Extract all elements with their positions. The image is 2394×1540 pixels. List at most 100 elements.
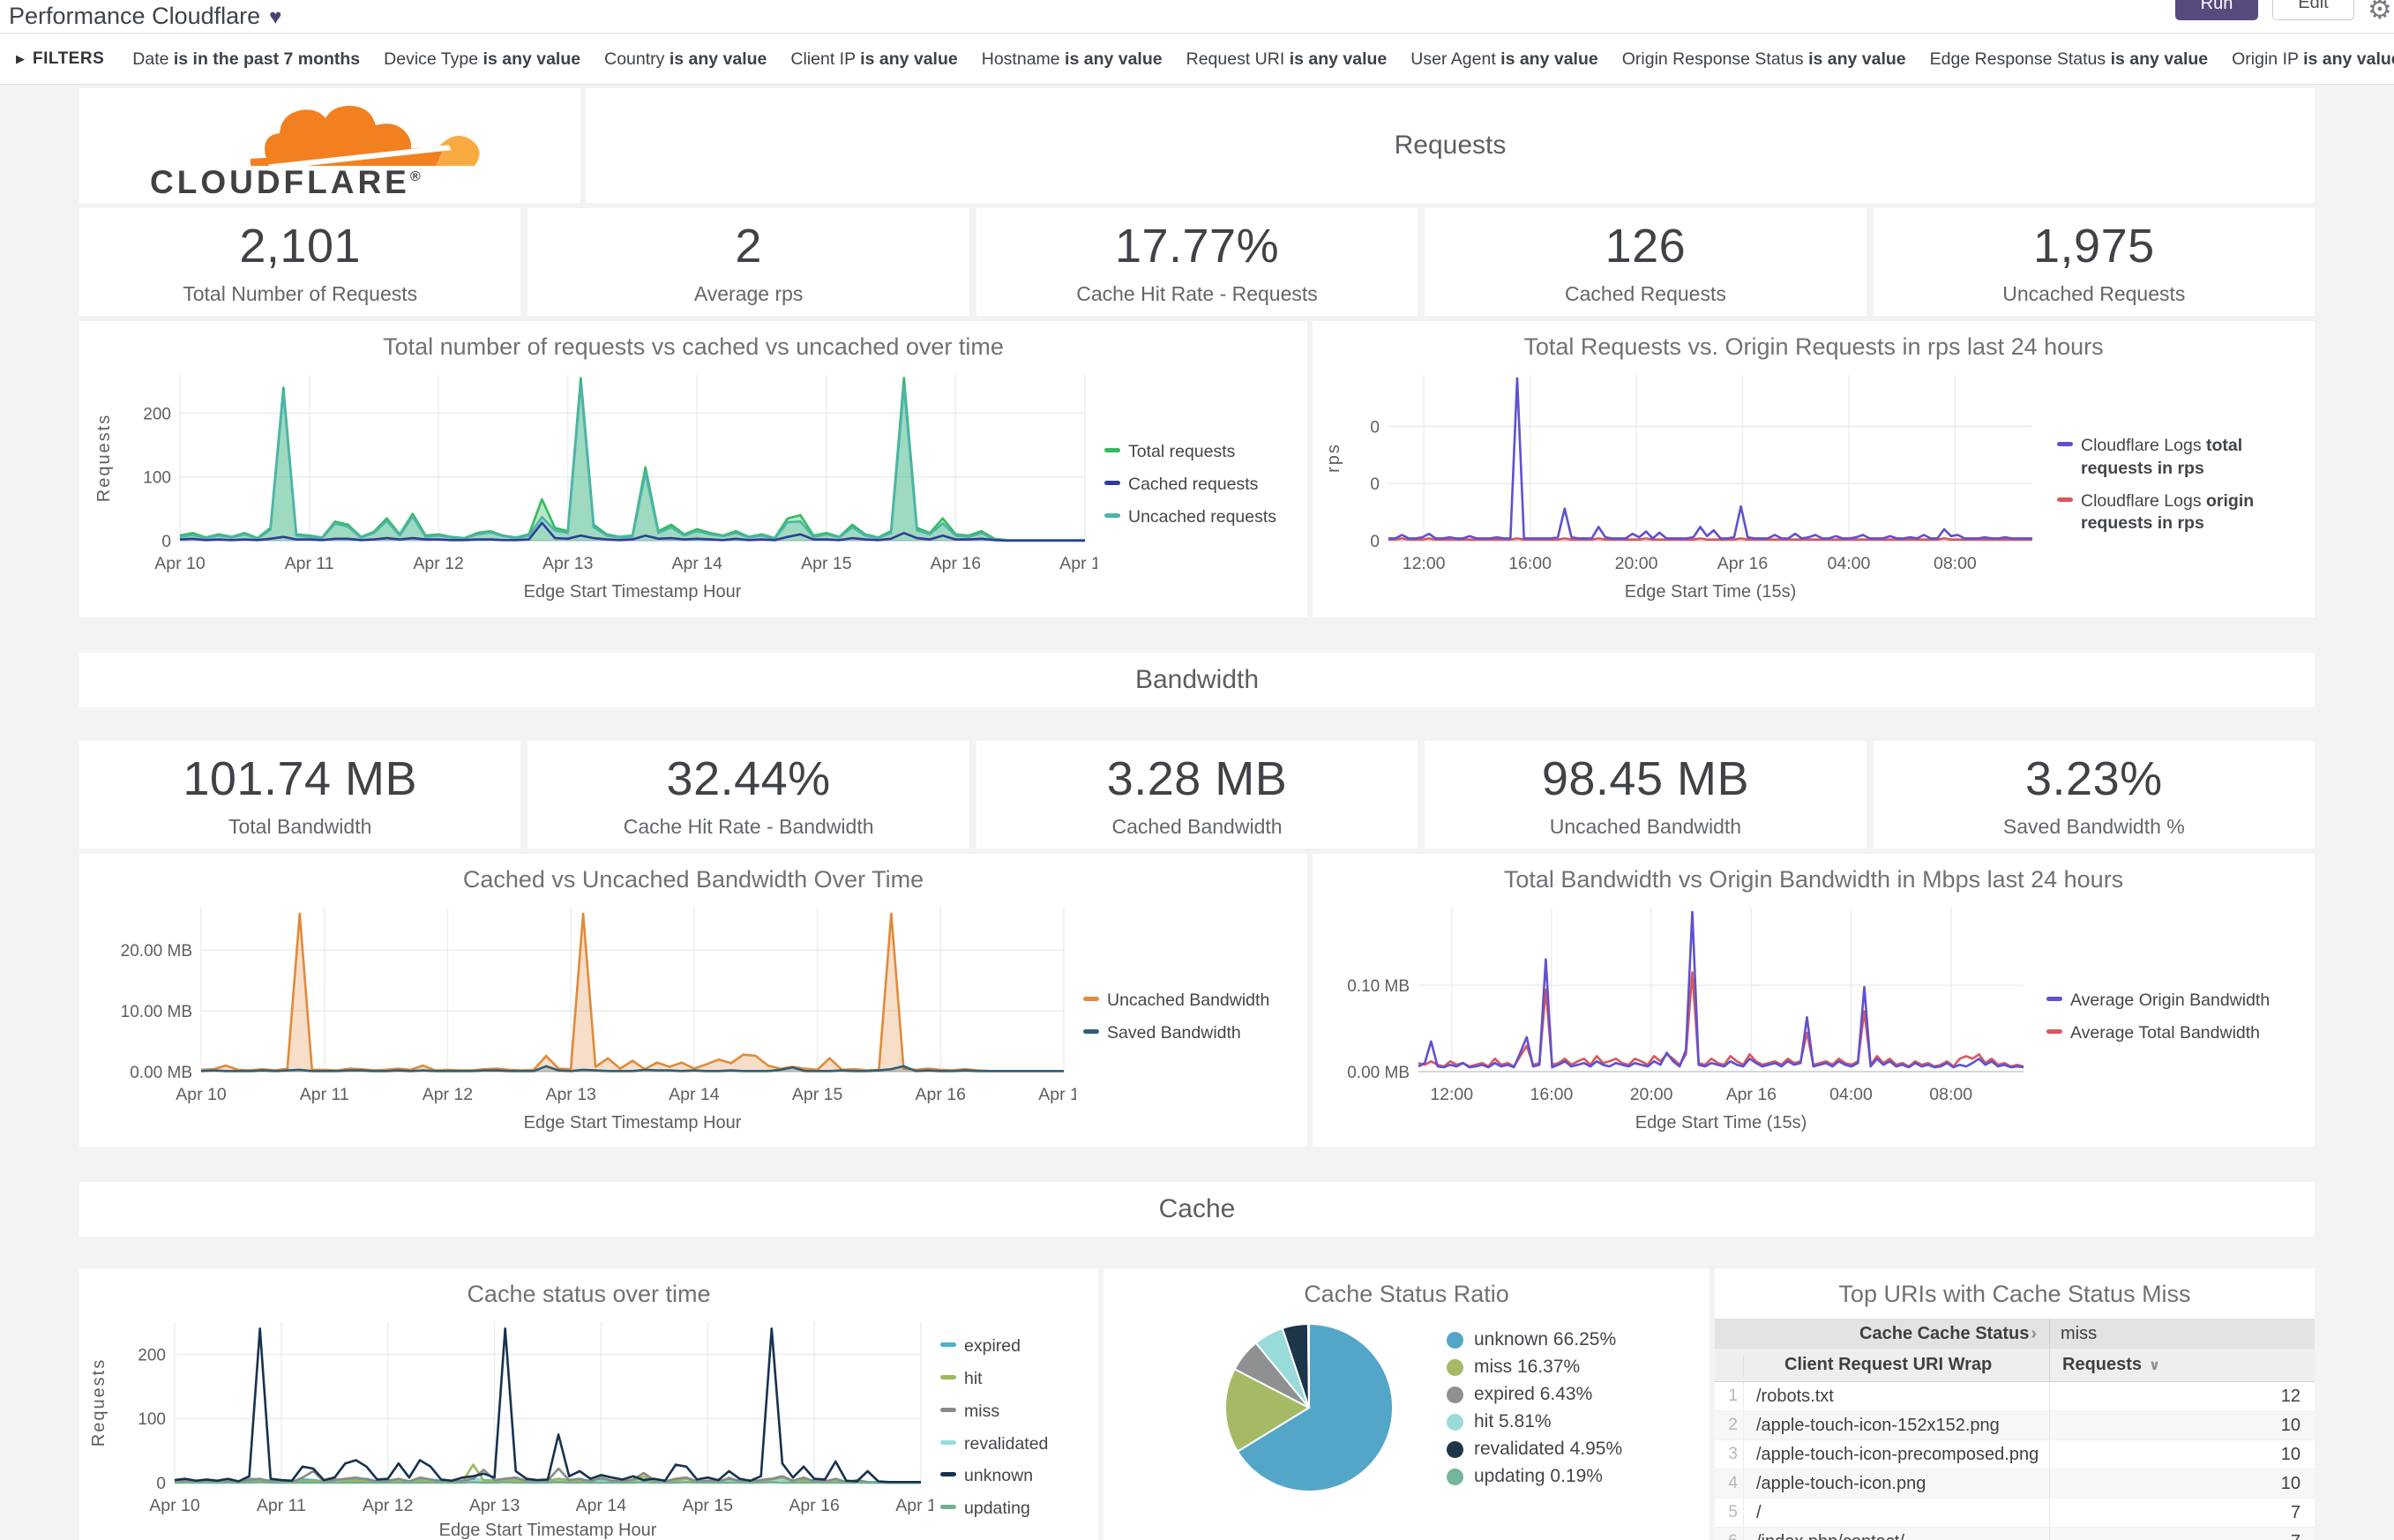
filter-chip-origin-response-status[interactable]: Origin Response Status is any value <box>1621 49 1906 69</box>
legend-swatch-icon <box>1083 1028 1099 1034</box>
legend-swatch-icon <box>1104 512 1120 518</box>
cell-uri: /apple-touch-icon-precomposed.png <box>1743 1440 2049 1469</box>
svg-text:16:00: 16:00 <box>1530 1085 1574 1104</box>
svg-text:Apr 13: Apr 13 <box>545 1085 595 1104</box>
edit-button[interactable]: Edit <box>2272 0 2354 20</box>
legend-entry[interactable]: Cloudflare Logs origin requests in rps <box>2057 490 2311 535</box>
gear-icon[interactable]: ⚙ <box>2368 0 2392 25</box>
legend-entry[interactable]: Saved Bandwidth <box>1083 1022 1293 1045</box>
chart4-plot: 0.00 MB 0.10 MB 12:00 16:00 20:00 Apr 16 04:00… <box>1347 908 2024 1133</box>
cell-requests: 10 <box>2049 1469 2315 1498</box>
legend-entry[interactable]: Average Total Bandwidth <box>2046 1022 2304 1045</box>
kpi-value: 98.45 MB <box>1541 751 1749 805</box>
filter-bar: ▶ FILTERS Date is in the past 7 months De… <box>0 34 2394 85</box>
legend-swatch-icon <box>940 1375 956 1380</box>
pie-legend-entry[interactable]: revalidated 4.95% <box>1447 1439 1622 1460</box>
kpi-value: 3.23% <box>2025 751 2163 805</box>
cloudflare-logo-tile: CLOUDFLARE® <box>79 88 580 203</box>
legend-entry[interactable]: Cached requests <box>1104 474 1300 497</box>
pivot-field-label[interactable]: Cache Cache Status › <box>1859 1323 2037 1343</box>
pie-slice-unknown[interactable] <box>1236 1322 1394 1492</box>
filter-chip-client-ip[interactable]: Client IP is any value <box>790 49 958 69</box>
run-button[interactable]: Run <box>2175 0 2258 20</box>
pie-slice-updating[interactable] <box>1306 1322 1310 1409</box>
svg-text:Apr 17: Apr 17 <box>895 1496 933 1515</box>
pie-slice-miss[interactable] <box>1224 1367 1312 1453</box>
kpi-value: 1,975 <box>2033 219 2155 273</box>
legend-entry[interactable]: miss <box>940 1401 1089 1424</box>
legend-swatch-icon <box>940 1342 956 1348</box>
kpi-value: 126 <box>1605 219 1687 273</box>
table-row: 1/robots.txt 12 <box>1715 1382 2315 1411</box>
svg-text:04:00: 04:00 <box>1828 554 1871 573</box>
table-top-uris-cache-miss: Top URIs with Cache Status Miss Cache Ca… <box>1715 1268 2315 1540</box>
pie-legend-entry[interactable]: miss 16.37% <box>1447 1357 1622 1378</box>
filter-chip-date[interactable]: Date is in the past 7 months <box>132 49 361 69</box>
pie-legend-entry[interactable]: expired 6.43% <box>1447 1384 1622 1405</box>
pivot-value: miss <box>2049 1319 2315 1349</box>
filters-label[interactable]: FILTERS <box>33 49 105 68</box>
table-title: Top URIs with Cache Status Miss <box>1838 1281 2191 1307</box>
filter-chip-country[interactable]: Country is any value <box>604 49 767 69</box>
legend-entry[interactable]: revalidated <box>940 1433 1089 1456</box>
filter-chip-origin-ip[interactable]: Origin IP is any value <box>2232 49 2394 69</box>
svg-text:Apr 12: Apr 12 <box>423 1085 473 1104</box>
filter-chip-user-agent[interactable]: User Agent is any value <box>1410 49 1598 69</box>
legend-entry[interactable]: expired <box>940 1335 1089 1358</box>
svg-text:Apr 16: Apr 16 <box>916 1085 966 1104</box>
cloudflare-cloud-icon <box>251 106 480 170</box>
row-number: 4 <box>1728 1474 1738 1492</box>
legend-swatch-icon <box>940 1472 956 1477</box>
filter-chip-edge-response-status[interactable]: Edge Response Status is any value <box>1929 49 2209 69</box>
legend-entry[interactable]: Total requests <box>1104 441 1300 464</box>
chart-title: Total Requests vs. Origin Requests in rp… <box>1523 333 2104 360</box>
pie-legend-entry[interactable]: unknown 66.25% <box>1447 1329 1622 1350</box>
kpi-label: Cached Bandwidth <box>1111 814 1283 838</box>
cell-requests: 7 <box>2049 1528 2315 1540</box>
legend-entry[interactable]: Cloudflare Logs total requests in rps <box>2057 435 2311 480</box>
legend-dot-icon <box>1447 1386 1463 1403</box>
chart-cache-status-over-time: Cache status over time 0 100 200 Apr 10 Apr … <box>79 1268 1098 1540</box>
legend-entry[interactable]: hit <box>940 1368 1089 1391</box>
chart-title: Cached vs Uncached Bandwidth Over Time <box>462 866 924 893</box>
svg-text:0.00 MB: 0.00 MB <box>1347 1064 1410 1082</box>
table-row: 6/index.php/contact/7 <box>1715 1528 2315 1540</box>
kpi-tile-requests: 2 Average rps <box>527 208 969 316</box>
filter-chip-device-type[interactable]: Device Type is any value <box>384 49 581 69</box>
legend-entry[interactable]: Uncached requests <box>1104 506 1300 529</box>
chart-title: Cache Status Ratio <box>1304 1281 1509 1307</box>
kpi-tile-bandwidth: 98.45 MB Uncached Bandwidth <box>1425 741 1867 848</box>
kpi-value: 3.28 MB <box>1106 751 1288 805</box>
pie-legend-entry[interactable]: updating 0.19% <box>1447 1466 1622 1487</box>
kpi-row-requests: 2,101 Total Number of Requests 2 Average rp… <box>79 208 2315 316</box>
chart-mbps-24h: Total Bandwidth vs Origin Bandwidth in M… <box>1313 854 2315 1147</box>
cloudflare-logo: CLOUDFLARE® <box>150 106 480 198</box>
column-header-uri[interactable]: Client Request URI Wrap <box>1743 1355 2049 1375</box>
kpi-label: Cache Hit Rate - Bandwidth <box>623 814 874 838</box>
filters-expand-icon[interactable]: ▶ <box>16 52 25 65</box>
row-number: 2 <box>1728 1416 1738 1434</box>
section-heading-bandwidth: Bandwidth <box>79 653 2315 707</box>
row-number: 6 <box>1715 1532 1743 1540</box>
chart5-plot: 0 100 200 Apr 10 Apr 11 Apr 12 Apr 13 Apr 14 Apr… <box>89 1322 933 1540</box>
row-number: 3 <box>1728 1445 1738 1463</box>
svg-text:10.00 MB: 10.00 MB <box>121 1003 192 1021</box>
legend-swatch-icon <box>2046 996 2062 1001</box>
legend-swatch-icon <box>940 1407 956 1412</box>
chart-cache-status-ratio: Cache Status Ratio unknown 66.25% miss 16… <box>1103 1268 1709 1540</box>
kpi-value: 2,101 <box>239 219 362 273</box>
svg-text:0: 0 <box>1370 533 1380 551</box>
legend-swatch-icon <box>2057 442 2073 447</box>
legend-entry[interactable]: Uncached Bandwidth <box>1083 990 1293 1013</box>
filter-chip-hostname[interactable]: Hostname is any value <box>981 49 1163 69</box>
column-header-requests[interactable]: Requests ∨ <box>2049 1349 2315 1381</box>
filter-chip-request-uri[interactable]: Request URI is any value <box>1186 49 1388 69</box>
legend-entry[interactable]: updating <box>940 1498 1089 1521</box>
legend-swatch-icon <box>1104 481 1120 486</box>
chart1-plot: 0 100 200 Apr 10 Apr 11 Apr 12 Apr 13 Apr 14 Apr… <box>94 375 1097 602</box>
legend-entry[interactable]: Average Origin Bandwidth <box>2046 990 2304 1013</box>
cell-uri: /robots.txt <box>1743 1382 2049 1410</box>
pie-legend-entry[interactable]: hit 5.81% <box>1447 1411 1622 1432</box>
table-column-header: Client Request URI Wrap Requests ∨ <box>1715 1349 2315 1382</box>
legend-entry[interactable]: unknown <box>940 1465 1089 1488</box>
